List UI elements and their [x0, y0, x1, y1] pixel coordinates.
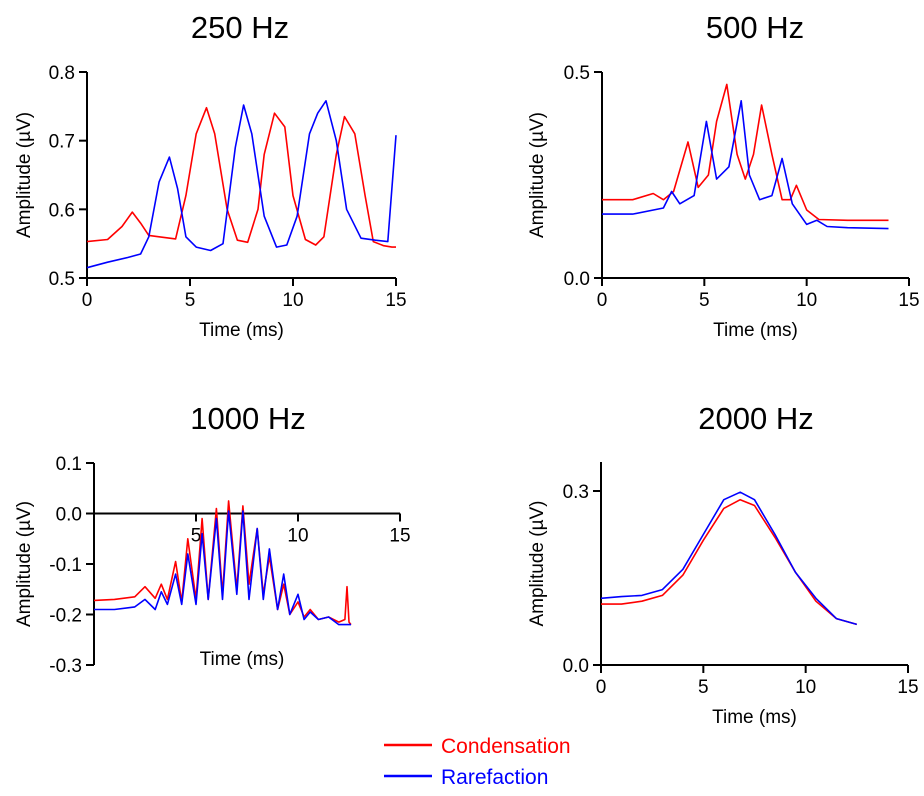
x-axis-label: Time (ms) [199, 320, 284, 341]
series-line-rarefaction [86, 100, 397, 269]
x-axis-label: Time (ms) [712, 707, 797, 728]
series-line-rarefaction [600, 491, 858, 626]
y-tick-label: -0.3 [49, 656, 82, 677]
y-axis-label: Amplitude (µV) [14, 112, 35, 238]
series-line-condensation [601, 498, 858, 626]
chart-panel-3: 1000 Hz 0.1 0.0 -0.1 -0.2 -0.3 5 10 15 Time (ms) A… [14, 401, 411, 677]
x-tick-label: 10 [796, 290, 817, 311]
y-tick-label: 0.7 [49, 132, 75, 153]
series-line-condensation [602, 83, 889, 222]
chart-panel-1: 250 Hz 0.5 0.6 0.7 0.8 0 5 10 15 Time (ms) Amplitu… [14, 10, 407, 341]
y-tick-label: 0.5 [49, 269, 75, 290]
series-line-rarefaction [602, 100, 889, 230]
y-tick-label: 0.0 [56, 505, 82, 526]
chart-panel-4: 2000 Hz 0.0 0.3 0 5 10 15 Time (ms) Amplitude (µ… [527, 401, 919, 728]
panel-title: 2000 Hz [698, 401, 813, 436]
x-tick-label: 5 [699, 290, 710, 311]
legend-label-rarefaction: Rarefaction [441, 766, 548, 789]
x-tick-label: 10 [795, 677, 816, 698]
y-axis-label: Amplitude (µV) [527, 112, 548, 238]
y-tick-label: 0.0 [564, 269, 590, 290]
series-line-rarefaction [94, 510, 351, 626]
series-line-condensation [93, 500, 352, 626]
y-tick-label: -0.1 [49, 555, 82, 576]
panel-title: 1000 Hz [190, 401, 305, 436]
y-tick-label: 0.8 [49, 63, 75, 84]
y-axis-label: Amplitude (µV) [14, 501, 35, 627]
x-tick-label: 15 [389, 526, 410, 547]
x-tick-label: 0 [82, 290, 93, 311]
y-tick-label: 0.6 [49, 200, 75, 221]
y-tick-label: 0.1 [56, 454, 82, 475]
x-tick-label: 5 [191, 526, 202, 547]
x-tick-label: 10 [287, 526, 308, 547]
y-tick-label: 0.5 [564, 63, 590, 84]
x-tick-label: 15 [898, 290, 919, 311]
y-tick-label: -0.2 [49, 606, 82, 627]
y-axis-label: Amplitude (µV) [527, 500, 548, 626]
x-tick-label: 0 [596, 677, 607, 698]
x-tick-label: 15 [385, 290, 406, 311]
panel-title: 500 Hz [706, 10, 804, 45]
x-tick-label: 10 [282, 290, 303, 311]
x-tick-label: 0 [597, 290, 608, 311]
x-axis-label: Time (ms) [713, 320, 798, 341]
y-tick-label: 0.0 [563, 656, 589, 677]
legend: Condensation Rarefaction [384, 735, 571, 789]
x-tick-label: 15 [897, 677, 918, 698]
y-tick-label: 0.3 [563, 482, 589, 503]
series-line-condensation [86, 106, 396, 248]
panel-title: 250 Hz [191, 10, 289, 45]
x-axis-label: Time (ms) [200, 649, 285, 670]
chart-panel-2: 500 Hz 0.0 0.5 0 5 10 15 Time (ms) Amplitude (µV… [527, 10, 920, 341]
x-tick-label: 5 [185, 290, 196, 311]
x-tick-label: 5 [698, 677, 709, 698]
legend-label-condensation: Condensation [441, 735, 571, 758]
